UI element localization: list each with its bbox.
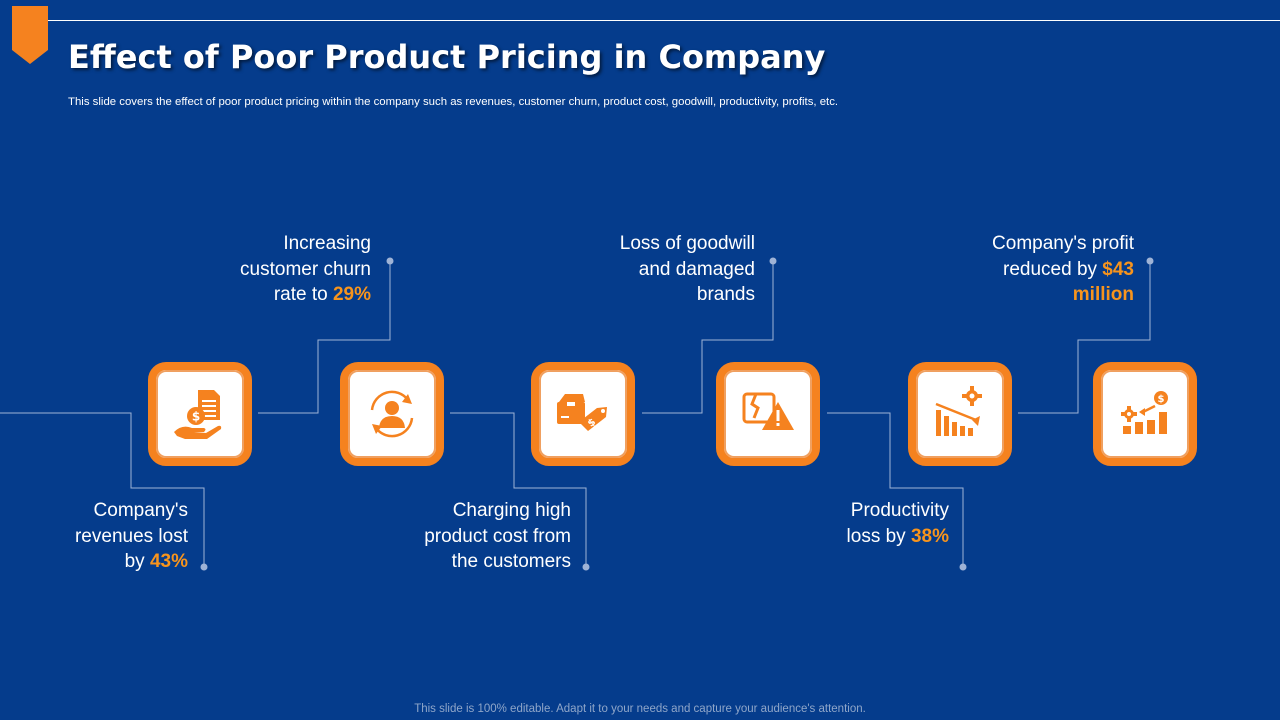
box-price-tag-icon: $ bbox=[557, 394, 607, 431]
label-productivity: Productivity loss by 38% bbox=[846, 500, 949, 547]
label-customer-churn: Increasing customer churn rate to 29% bbox=[240, 233, 371, 305]
label-product-cost: Charging high product cost from the cust… bbox=[424, 500, 571, 572]
connector-dot bbox=[1146, 257, 1154, 265]
highlight-value: 29% bbox=[332, 284, 371, 305]
revenue-hand-document-icon: $ bbox=[174, 390, 222, 439]
label-profit: Company's profit reduced by $43 million bbox=[992, 231, 1134, 308]
broken-image-warning-icon bbox=[742, 392, 794, 430]
label-revenues-lost: Company's revenues lost by 43% bbox=[74, 500, 188, 572]
highlight-value: 38% bbox=[910, 525, 949, 547]
rising-chart-gear-dollar-icon: $ bbox=[1121, 391, 1168, 434]
top-divider bbox=[48, 20, 1280, 21]
highlight-value: 43% bbox=[149, 551, 188, 572]
icon-card-productivity bbox=[908, 362, 1012, 466]
icon-card-revenue: $ bbox=[148, 362, 252, 466]
footer-note: This slide is 100% editable. Adapt it to… bbox=[414, 703, 866, 715]
connector-dot bbox=[769, 257, 777, 265]
slide-subtitle: This slide covers the effect of poor pro… bbox=[68, 96, 839, 108]
icon-card-product-cost: $ bbox=[531, 362, 635, 466]
bookmark-ribbon-icon bbox=[12, 6, 48, 64]
connector-dot bbox=[200, 563, 208, 571]
svg-text:$: $ bbox=[1158, 394, 1165, 405]
svg-text:$: $ bbox=[192, 410, 200, 424]
declining-chart-gear-icon bbox=[935, 386, 982, 436]
customer-churn-cycle-icon bbox=[370, 390, 414, 438]
icon-card-goodwill bbox=[716, 362, 820, 466]
icon-card-profit: $ bbox=[1093, 362, 1197, 466]
label-goodwill: Loss of goodwill and damaged brands bbox=[619, 233, 755, 305]
highlight-value: million bbox=[1072, 284, 1134, 305]
connector-dot bbox=[582, 563, 590, 571]
icon-card-churn bbox=[340, 362, 444, 466]
connector-dot bbox=[386, 257, 394, 265]
connector-dot bbox=[959, 563, 967, 571]
highlight-value: $43 bbox=[1102, 258, 1134, 280]
slide-title: Effect of Poor Product Pricing in Compan… bbox=[68, 38, 826, 76]
